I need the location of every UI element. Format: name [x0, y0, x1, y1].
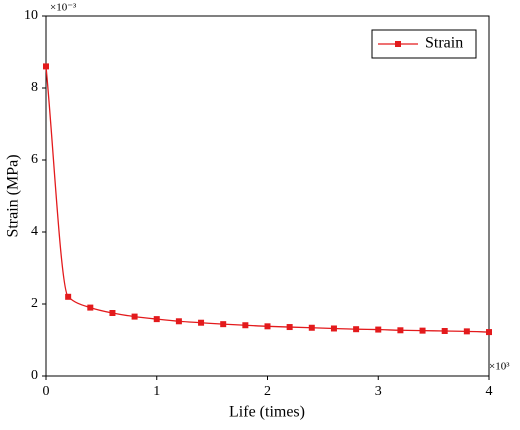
x-axis-title: Life (times) [229, 404, 305, 421]
marker [220, 321, 227, 328]
y-tick-label: 0 [31, 368, 38, 383]
x-tick-label: 2 [264, 384, 271, 399]
y-tick-label: 10 [24, 8, 38, 23]
legend-marker [395, 41, 401, 47]
marker [65, 293, 72, 300]
x-tick-label: 4 [486, 384, 493, 399]
marker [198, 319, 205, 326]
y-multiplier: ×10⁻³ [50, 2, 77, 14]
y-tick-label: 2 [31, 296, 38, 311]
y-tick-label: 6 [31, 152, 38, 167]
marker [353, 326, 360, 333]
marker [242, 322, 249, 329]
marker [131, 313, 138, 320]
marker [43, 63, 49, 70]
marker [264, 323, 271, 330]
plot-frame [45, 15, 490, 377]
marker [153, 316, 160, 323]
marker [175, 318, 182, 325]
marker [419, 327, 426, 334]
legend-label: Strain [425, 35, 463, 52]
x-multiplier: ×10³ [489, 361, 510, 373]
x-tick-label: 1 [153, 384, 160, 399]
marker [397, 327, 404, 334]
y-tick-label: 4 [31, 224, 38, 239]
marker [486, 329, 492, 336]
marker [441, 328, 448, 334]
x-tick-label: 3 [375, 384, 382, 399]
x-tick-label: 0 [43, 384, 50, 399]
marker [330, 325, 337, 332]
marker [463, 328, 470, 335]
marker [286, 324, 293, 331]
series-line [45, 66, 490, 333]
y-axis-title: Strain (MPa) [5, 154, 22, 237]
marker [109, 310, 116, 316]
marker [375, 326, 382, 333]
y-tick-label: 8 [31, 80, 38, 95]
marker [87, 304, 94, 311]
marker [308, 324, 315, 331]
